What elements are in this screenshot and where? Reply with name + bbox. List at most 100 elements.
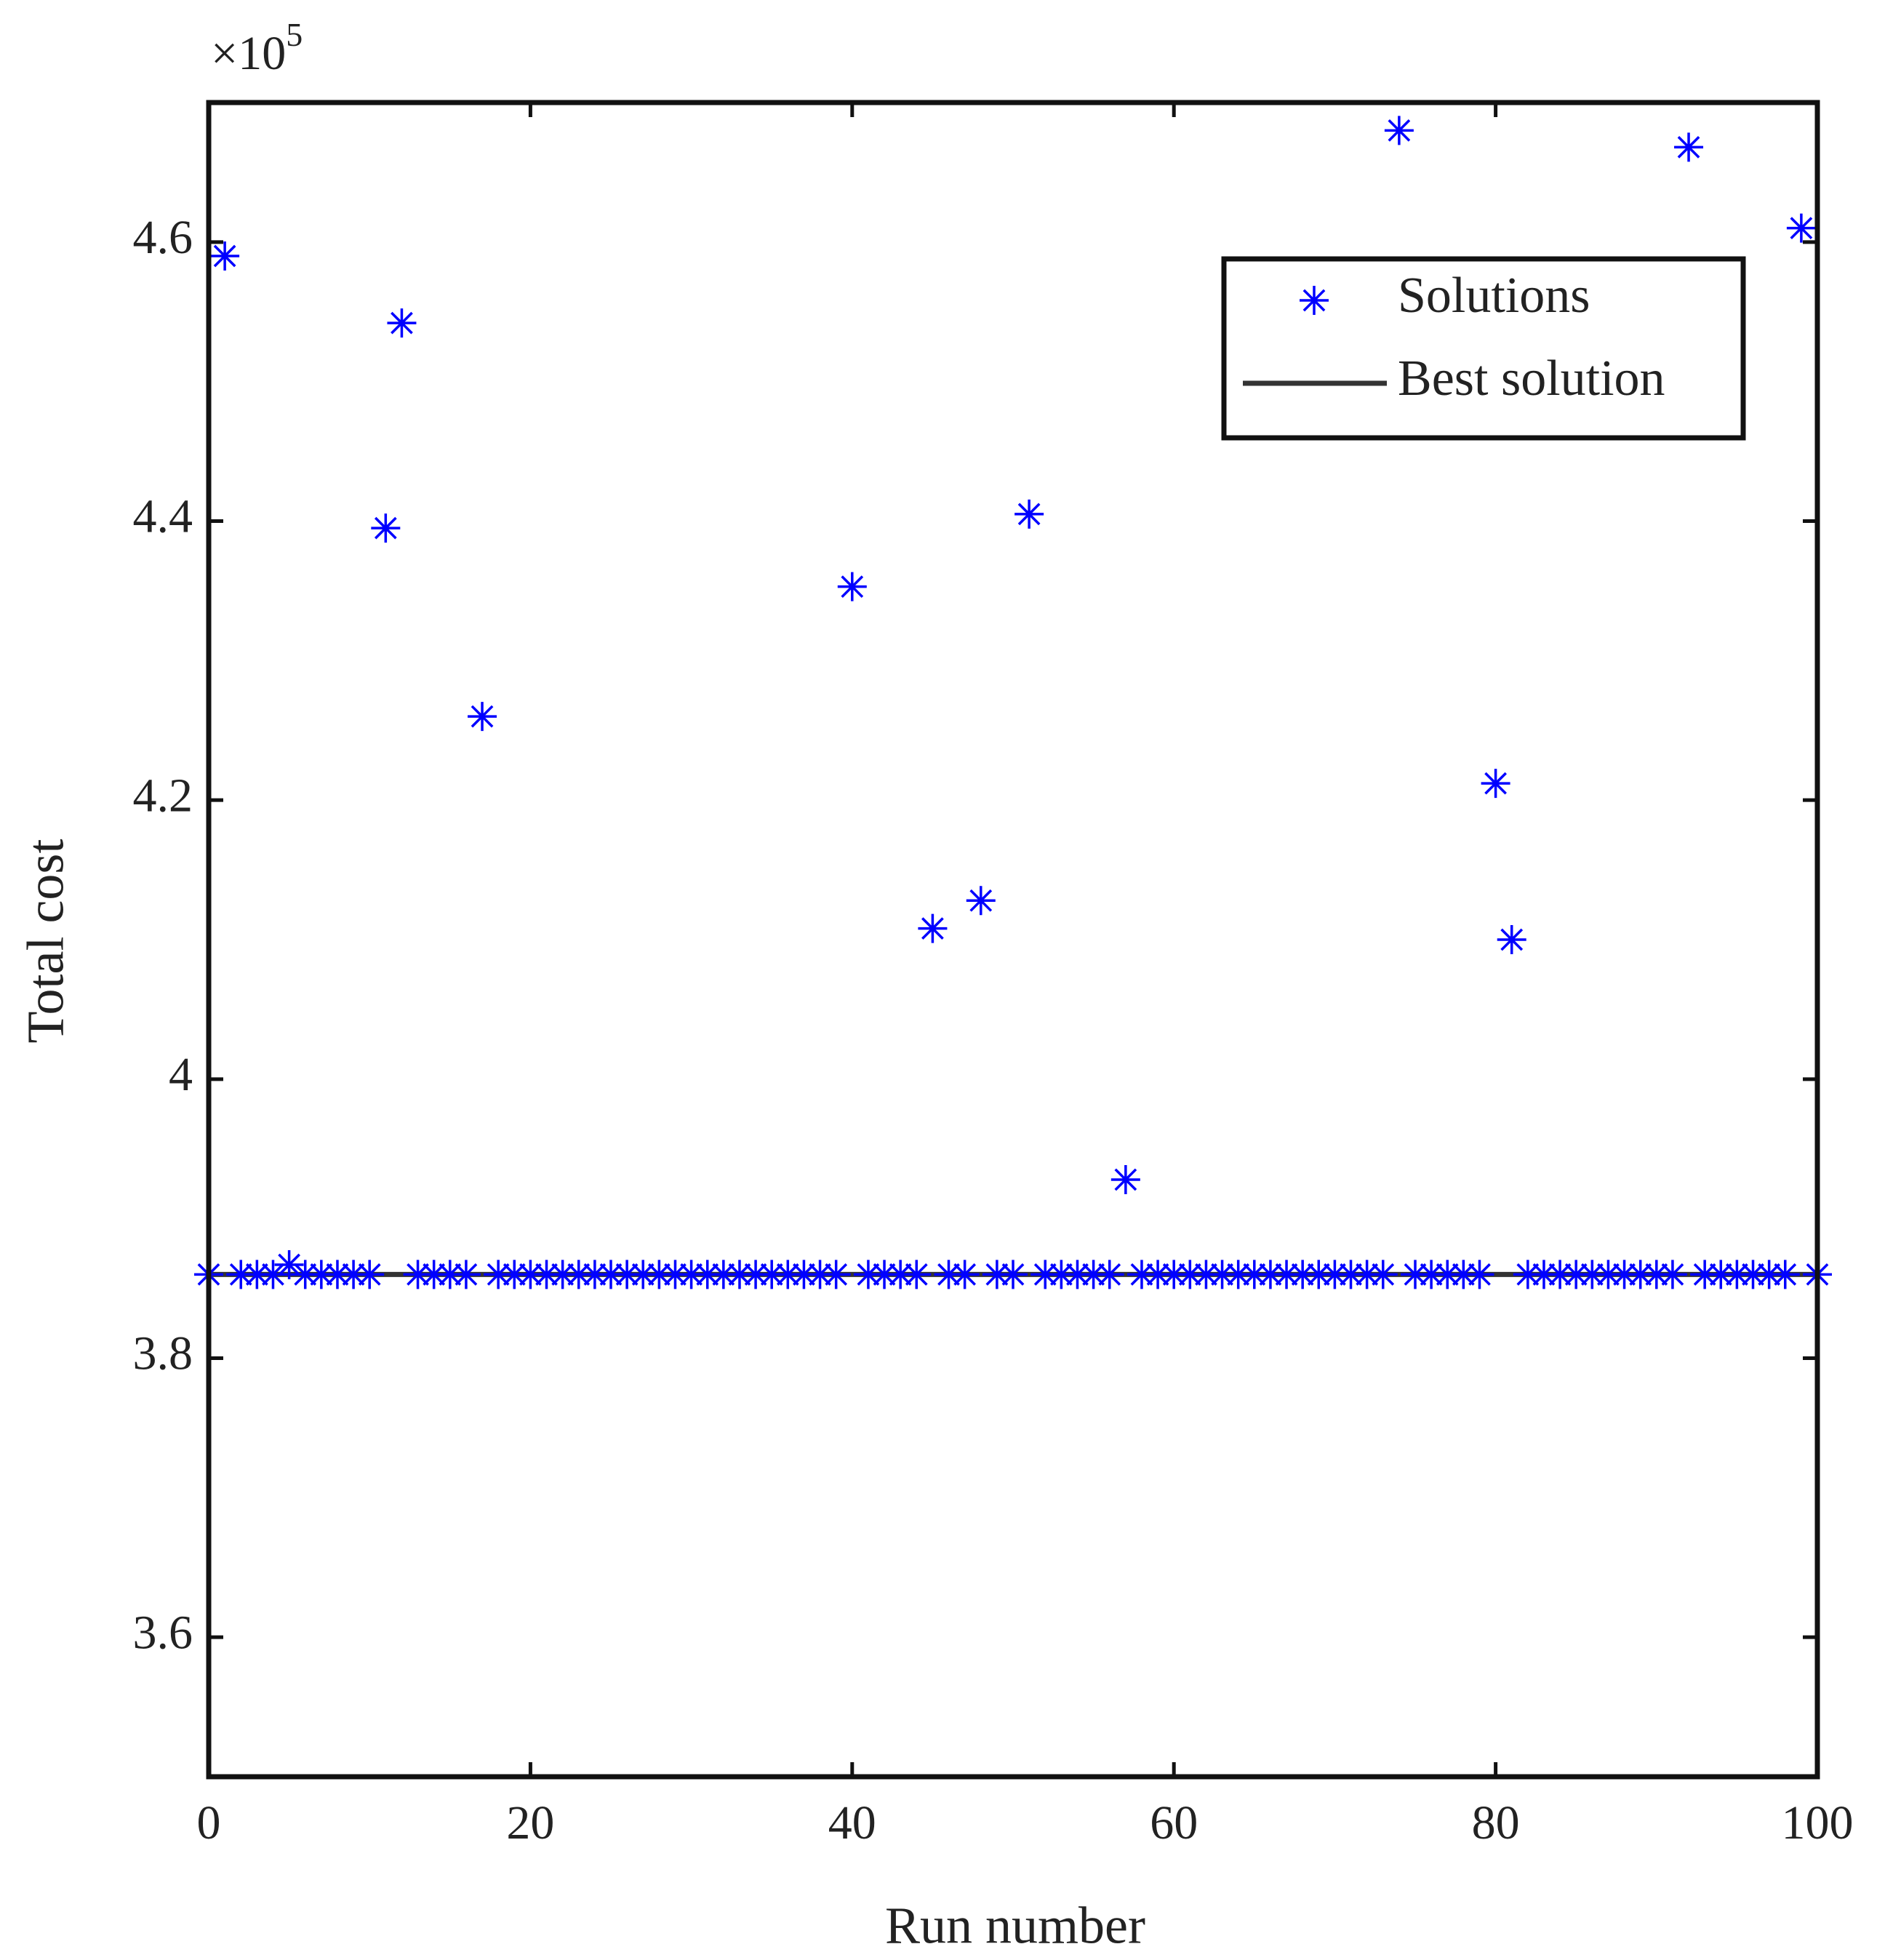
y-tick-label: 3.6: [133, 1606, 193, 1659]
solution-point: [998, 1260, 1028, 1289]
solution-point: [1384, 116, 1414, 145]
solution-point: [644, 1260, 674, 1289]
solution-point: [355, 1260, 385, 1289]
solution-point: [1497, 925, 1526, 954]
solution-point: [1078, 1260, 1108, 1289]
solution-point: [1529, 1260, 1558, 1289]
y-tick-label: 4.2: [133, 769, 193, 822]
solution-point: [1336, 1260, 1366, 1289]
solution-point: [1417, 1260, 1446, 1289]
solution-point: [1561, 1260, 1591, 1289]
solution-point: [724, 1260, 754, 1289]
solution-point: [1110, 1164, 1140, 1194]
multiplier-exponent: 5: [286, 16, 303, 53]
solution-point: [1288, 1260, 1318, 1289]
solution-point: [1143, 1260, 1173, 1289]
solution-point: [1175, 1260, 1205, 1289]
solution-point: [387, 308, 417, 338]
solution-point: [934, 1260, 964, 1289]
solution-point: [548, 1260, 577, 1289]
solution-point: [580, 1260, 609, 1289]
legend-marker: [1300, 286, 1329, 315]
y-tick-label: 4: [169, 1048, 193, 1101]
solution-point: [660, 1260, 690, 1289]
solution-point: [805, 1260, 835, 1289]
solution-point: [1272, 1260, 1302, 1289]
solution-point: [1368, 1260, 1398, 1289]
solution-point: [1320, 1260, 1350, 1289]
y-multiplier: ×105: [211, 16, 303, 81]
solution-point: [1674, 132, 1704, 162]
solution-point: [886, 1260, 916, 1289]
solution-point: [1352, 1260, 1382, 1289]
solution-point: [468, 702, 497, 732]
solution-point: [1481, 769, 1510, 799]
solution-point: [258, 1260, 288, 1289]
solution-point: [1239, 1260, 1269, 1289]
solution-point: [982, 1260, 1012, 1289]
solution-point: [1513, 1260, 1542, 1289]
legend-box: [1221, 256, 1746, 441]
x-tick-label: 100: [1782, 1796, 1854, 1849]
solution-point: [1754, 1260, 1784, 1289]
solution-point: [1046, 1260, 1076, 1289]
solution-point: [339, 1260, 369, 1289]
solution-point: [210, 241, 240, 271]
solution-point: [403, 1260, 433, 1289]
x-tick-label: 60: [1150, 1796, 1198, 1849]
solution-point: [950, 1260, 980, 1289]
solution-point: [741, 1260, 771, 1289]
solution-point: [1126, 1260, 1156, 1289]
solution-point: [274, 1249, 304, 1279]
y-tick-label: 4.4: [133, 490, 193, 543]
solution-point: [371, 513, 401, 543]
solution-point: [1223, 1260, 1253, 1289]
y-tick-label: 4.6: [133, 211, 193, 264]
solution-point: [500, 1260, 529, 1289]
solution-point: [1722, 1260, 1752, 1289]
legend-label: Solutions: [1398, 268, 1590, 324]
solution-point: [226, 1260, 256, 1289]
solution-point: [1449, 1260, 1478, 1289]
solution-point: [322, 1260, 352, 1289]
solution-point: [1625, 1260, 1655, 1289]
solution-point: [1401, 1260, 1430, 1289]
solution-point: [757, 1260, 787, 1289]
solution-point: [821, 1260, 851, 1289]
solution-point: [837, 572, 867, 601]
plot-frame: [206, 100, 1820, 1780]
solution-point: [1738, 1260, 1768, 1289]
solution-point: [1255, 1260, 1285, 1289]
x-axis-label: Run number: [885, 1897, 1145, 1955]
solution-point: [870, 1260, 900, 1289]
solution-point: [1304, 1260, 1334, 1289]
solution-point: [1062, 1260, 1092, 1289]
solution-point: [789, 1260, 819, 1289]
x-tick-label: 20: [506, 1796, 554, 1849]
x-tick-label: 0: [197, 1796, 221, 1849]
legend-label: Best solution: [1398, 351, 1665, 407]
solution-point: [628, 1260, 658, 1289]
solution-point: [1786, 213, 1816, 243]
solution-point: [435, 1260, 465, 1289]
solution-point: [1593, 1260, 1623, 1289]
solution-point: [1014, 499, 1044, 529]
solution-point: [1207, 1260, 1237, 1289]
solution-point: [1191, 1260, 1221, 1289]
x-tick-label: 40: [828, 1796, 876, 1849]
solution-point: [451, 1260, 481, 1289]
solution-point: [516, 1260, 545, 1289]
solution-point: [532, 1260, 561, 1289]
solution-point: [966, 886, 996, 916]
solution-point: [1770, 1260, 1800, 1289]
solution-point: [676, 1260, 706, 1289]
multiplier-base: ×10: [211, 27, 286, 80]
y-axis-label: Total cost: [17, 839, 75, 1044]
solution-point: [902, 1260, 932, 1289]
y-tick-label: 3.8: [133, 1327, 193, 1380]
solution-point: [484, 1260, 513, 1289]
solution-point: [242, 1260, 272, 1289]
solution-point: [306, 1260, 336, 1289]
